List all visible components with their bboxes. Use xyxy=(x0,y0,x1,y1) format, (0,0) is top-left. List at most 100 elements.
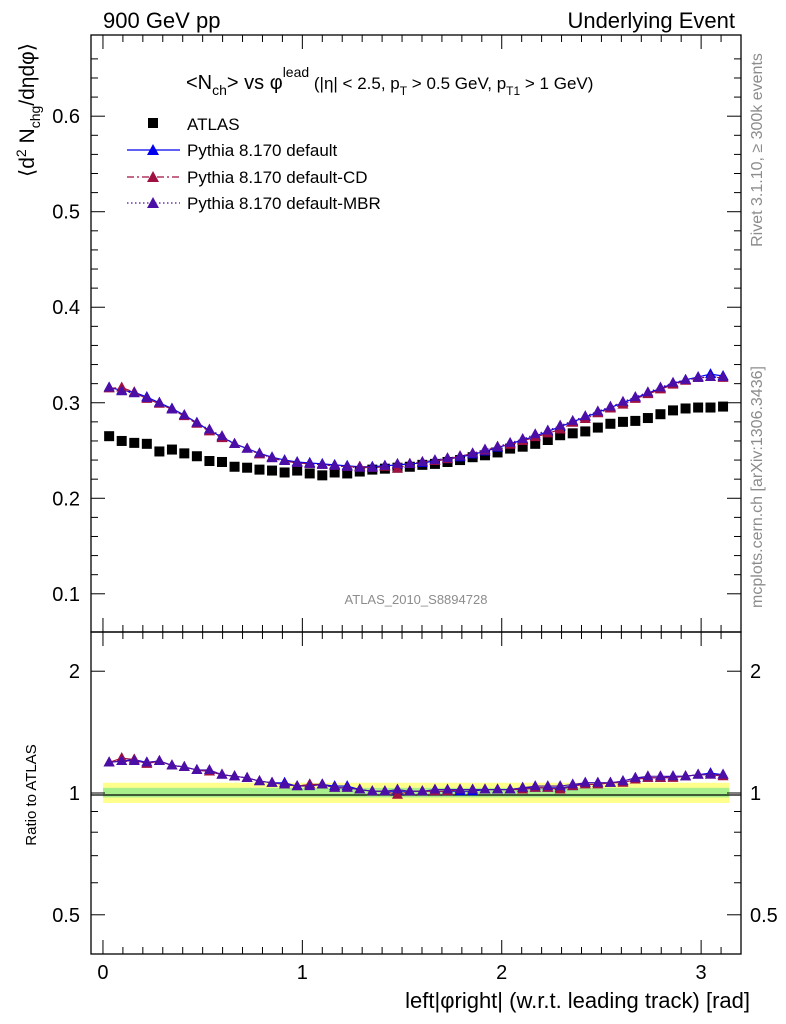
data-point-mc xyxy=(279,455,291,466)
data-point-atlas xyxy=(129,437,140,448)
legend-label-default: Pythia 8.170 default xyxy=(187,141,338,160)
data-point-mc xyxy=(529,428,541,439)
ratio-y-tick-labels: 0.5 0.5 1 1 2 2 xyxy=(52,661,778,927)
y-tick-label: 0.1 xyxy=(52,584,80,606)
ratio-ticks xyxy=(91,632,741,954)
ratio-point xyxy=(379,785,391,796)
x-tick-label: 3 xyxy=(696,962,707,984)
ratio-point xyxy=(103,756,115,767)
legend-entry-cd: Pythia 8.170 default-CD xyxy=(127,168,368,187)
y-tick-label: 0.2 xyxy=(52,488,80,510)
data-point-atlas xyxy=(229,461,240,472)
source-label: mcplots.cern.ch [arXiv:1306.3436] xyxy=(749,366,766,608)
data-point-mc xyxy=(592,405,604,416)
data-point-mc xyxy=(341,460,353,471)
data-point-mc xyxy=(704,370,716,381)
ratio-point xyxy=(642,770,654,781)
data-point-atlas xyxy=(693,402,704,413)
series-3 xyxy=(103,370,729,472)
data-point-mc xyxy=(141,391,153,402)
ratio-point xyxy=(316,778,328,789)
ratio-point xyxy=(416,785,428,796)
data-point-mc xyxy=(680,373,692,384)
legend-entry-mbr: Pythia 8.170 default-MBR xyxy=(127,194,381,213)
data-point-atlas xyxy=(166,444,177,455)
data-point-mc xyxy=(216,430,228,441)
ratio-y-tick-label-right: 2 xyxy=(750,661,761,683)
data-point-atlas xyxy=(104,431,115,442)
data-point-atlas xyxy=(617,416,628,427)
ratio-point xyxy=(341,781,353,792)
ratio-point xyxy=(366,785,378,796)
ratio-point xyxy=(429,783,441,794)
ratio-point xyxy=(329,781,341,792)
ratio-point xyxy=(354,783,366,794)
legend: ATLAS Pythia 8.170 default Pythia 8.170 … xyxy=(127,115,381,213)
legend-label-cd: Pythia 8.170 default-CD xyxy=(187,168,368,187)
data-point-atlas xyxy=(530,438,541,449)
ratio-bands xyxy=(102,782,730,803)
main-ticks xyxy=(91,35,741,632)
ratio-point xyxy=(279,778,291,789)
ratio-y-tick-label-right: 0.5 xyxy=(750,905,778,927)
ratio-point xyxy=(504,783,516,794)
ratio-point xyxy=(604,776,616,787)
data-point-mc xyxy=(316,458,328,469)
ratio-point xyxy=(253,775,265,786)
data-point-atlas xyxy=(542,435,553,446)
data-point-atlas xyxy=(705,402,716,413)
data-point-atlas xyxy=(154,446,165,457)
x-axis-label: left|φright| (w.r.t. leading track) [rad… xyxy=(405,988,750,1013)
legend-marker-atlas xyxy=(148,118,158,128)
data-point-atlas xyxy=(191,451,202,462)
legend-entry-default: Pythia 8.170 default xyxy=(127,141,338,160)
ratio-point xyxy=(216,768,228,779)
ratio-point xyxy=(554,780,566,791)
legend-label-mbr: Pythia 8.170 default-MBR xyxy=(187,194,381,213)
data-point-mc xyxy=(103,381,115,392)
ratio-point xyxy=(203,763,215,774)
ratio-point xyxy=(542,780,554,791)
data-point-atlas xyxy=(254,464,265,475)
ratio-point xyxy=(153,754,165,765)
y-tick-label: 0.6 xyxy=(52,106,80,128)
legend-entry-atlas: ATLAS xyxy=(148,115,240,134)
y-tick-label: 0.5 xyxy=(52,202,80,224)
data-point-mc xyxy=(379,459,391,470)
analysis-tag: ATLAS_2010_S8894728 xyxy=(345,592,488,607)
data-point-mc xyxy=(354,461,366,472)
data-point-atlas xyxy=(580,426,591,437)
data-point-atlas xyxy=(630,415,641,426)
ratio-point xyxy=(178,760,190,771)
data-point-mc xyxy=(629,391,641,402)
ratio-point xyxy=(654,770,666,781)
x-tick-label: 0 xyxy=(97,962,108,984)
ratio-point xyxy=(116,754,128,765)
ratio-point xyxy=(704,768,716,779)
ratio-series xyxy=(103,752,729,799)
ratio-point xyxy=(579,776,591,787)
x-tick-label: 1 xyxy=(297,962,308,984)
data-point-atlas xyxy=(179,448,190,459)
ratio-point xyxy=(391,783,403,794)
data-point-mc xyxy=(253,447,265,458)
ratio-point xyxy=(404,785,416,796)
ratio-point xyxy=(304,780,316,791)
ratio-point xyxy=(667,770,679,781)
data-point-atlas xyxy=(668,405,679,416)
data-point-mc xyxy=(554,419,566,430)
data-point-mc xyxy=(153,396,165,407)
data-point-mc xyxy=(416,455,428,466)
ratio-point xyxy=(529,780,541,791)
legend-label-atlas: ATLAS xyxy=(187,115,240,134)
y-tick-label: 0.3 xyxy=(52,393,80,415)
main-series xyxy=(103,368,729,481)
data-point-atlas xyxy=(279,467,290,478)
ratio-point xyxy=(617,775,629,786)
ratio-point xyxy=(680,770,692,781)
ratio-point xyxy=(479,783,491,794)
data-point-mc xyxy=(604,400,616,411)
data-point-mc xyxy=(203,423,215,434)
data-point-mc xyxy=(467,447,479,458)
